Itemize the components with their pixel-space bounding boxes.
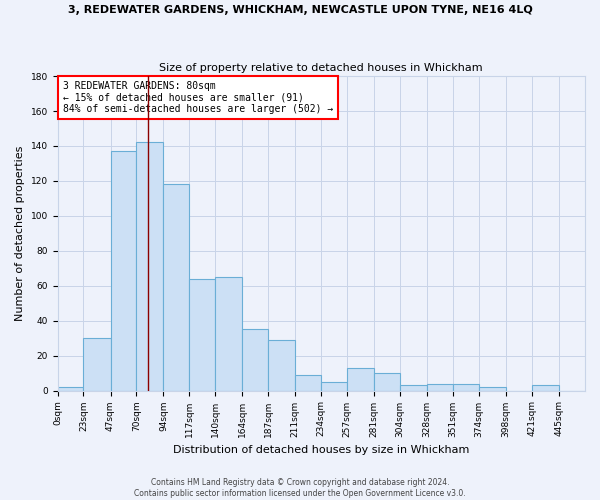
Bar <box>58 387 83 390</box>
Bar <box>295 375 321 390</box>
Bar <box>374 373 400 390</box>
Title: Size of property relative to detached houses in Whickham: Size of property relative to detached ho… <box>160 62 483 72</box>
Bar <box>400 386 427 390</box>
Bar <box>321 382 347 390</box>
Bar <box>136 142 163 390</box>
Bar <box>268 340 295 390</box>
X-axis label: Distribution of detached houses by size in Whickham: Distribution of detached houses by size … <box>173 445 469 455</box>
Y-axis label: Number of detached properties: Number of detached properties <box>15 146 25 321</box>
Bar <box>427 384 453 390</box>
Text: 3 REDEWATER GARDENS: 80sqm
← 15% of detached houses are smaller (91)
84% of semi: 3 REDEWATER GARDENS: 80sqm ← 15% of deta… <box>63 81 333 114</box>
Bar <box>347 368 374 390</box>
Text: 3, REDEWATER GARDENS, WHICKHAM, NEWCASTLE UPON TYNE, NE16 4LQ: 3, REDEWATER GARDENS, WHICKHAM, NEWCASTL… <box>68 5 532 15</box>
Bar <box>242 330 268 390</box>
Bar <box>83 338 110 390</box>
Bar <box>215 277 242 390</box>
Bar <box>453 384 479 390</box>
Bar <box>190 278 215 390</box>
Bar <box>532 386 559 390</box>
Bar <box>479 387 506 390</box>
Text: Contains HM Land Registry data © Crown copyright and database right 2024.
Contai: Contains HM Land Registry data © Crown c… <box>134 478 466 498</box>
Bar <box>110 151 136 390</box>
Bar <box>163 184 190 390</box>
